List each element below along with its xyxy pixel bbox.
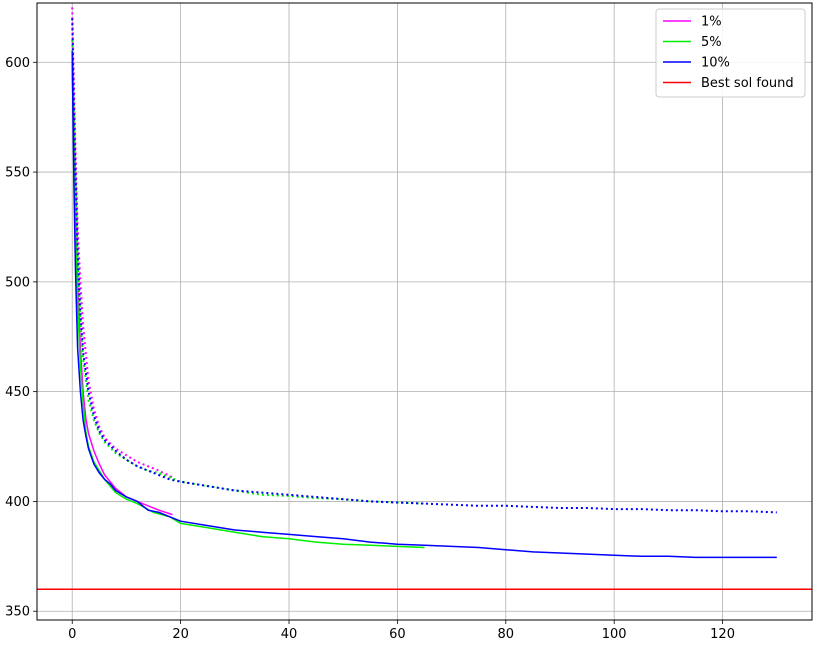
- y-tick-label: 500: [5, 275, 30, 290]
- x-tick-label: 40: [281, 627, 298, 642]
- legend-label: 1%: [701, 15, 722, 30]
- x-tick-label: 20: [172, 627, 189, 642]
- legend-box: [655, 8, 806, 98]
- x-tick-label: 80: [498, 627, 515, 642]
- legend: 1% 5% 10% Best sol found: [655, 8, 806, 98]
- y-tick-label: 600: [5, 56, 30, 71]
- x-tick-label: 120: [710, 627, 735, 642]
- series-1pct-dotted-line: [71, 7, 173, 479]
- axis-ticks: 0 20 40 60 80 100 120 350 400 450 500 550 600: [5, 56, 735, 642]
- legend-label: 5%: [701, 35, 722, 50]
- y-tick-label: 450: [5, 385, 30, 400]
- x-tick-label: 100: [602, 627, 627, 642]
- series-5pct-line: [71, 62, 425, 549]
- y-tick-label: 550: [5, 166, 30, 181]
- plot-lines: [37, 7, 812, 591]
- series-5pct-dotted-line: [71, 40, 425, 505]
- series-10pct-line: [71, 51, 777, 559]
- axes-frame: [36, 2, 813, 621]
- series-10pct-dotted-line: [71, 18, 777, 514]
- series-1pct-line: [71, 66, 173, 516]
- legend-label: 10%: [701, 56, 730, 71]
- y-tick-label: 350: [5, 605, 30, 620]
- x-tick-label: 60: [389, 627, 406, 642]
- y-tick-label: 400: [5, 495, 30, 510]
- legend-label: Best sol found: [701, 76, 794, 91]
- x-tick-label: 0: [68, 627, 76, 642]
